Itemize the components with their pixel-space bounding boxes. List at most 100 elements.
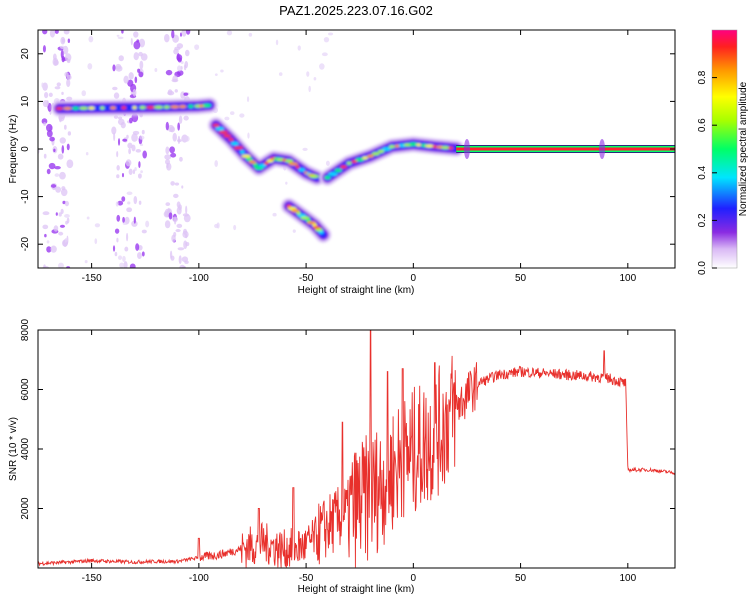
noise-speck — [62, 200, 66, 205]
noise-speck — [169, 146, 175, 154]
noise-speck — [131, 133, 138, 142]
noise-speck — [214, 160, 218, 167]
noise-speck — [226, 30, 233, 36]
ridge-hotspot — [355, 158, 364, 162]
noise-speck — [239, 113, 245, 118]
noise-speck — [116, 174, 120, 179]
noise-speck — [184, 135, 190, 142]
noise-speck — [139, 135, 145, 140]
ridge-hotspot — [309, 174, 320, 178]
noise-speck — [167, 124, 175, 132]
ridge-hotspot — [408, 142, 418, 146]
noise-speck — [116, 214, 121, 222]
noise-speck — [165, 202, 171, 207]
spectrogram-y-label: Frequency (Hz) — [8, 115, 19, 184]
noise-speck — [220, 69, 224, 73]
noise-speck — [313, 76, 317, 81]
noise-speck — [126, 232, 129, 242]
ridge-hotspot — [215, 127, 225, 131]
noise-speck — [135, 243, 140, 251]
ridge-hotspot — [298, 168, 306, 172]
x-tick-label: -150 — [82, 273, 102, 284]
noise-speck — [176, 54, 183, 62]
colorbar-ticks: 0.0 0.2 0.4 0.6 0.8 — [697, 70, 717, 275]
noise-speck — [124, 246, 129, 252]
ridge-hotspot — [253, 163, 259, 167]
x-tick-label: -50 — [299, 573, 314, 584]
noise-speck — [53, 148, 56, 153]
noise-speck — [165, 146, 170, 155]
noise-speck — [117, 200, 124, 206]
ridge-hotspot — [99, 106, 105, 110]
noise-speck — [172, 75, 178, 82]
noise-speck — [129, 263, 136, 268]
noise-speck — [176, 201, 181, 208]
noise-speck — [133, 195, 138, 205]
x-tick-label: 100 — [619, 573, 636, 584]
noise-speck — [117, 116, 123, 120]
noise-speck — [164, 33, 170, 43]
noise-speck — [115, 65, 123, 72]
noise-speck — [127, 201, 131, 205]
noise-speck — [122, 255, 126, 262]
noise-speck — [178, 255, 182, 265]
noise-speck — [42, 211, 50, 216]
colorbar-tick-label: 0.8 — [697, 70, 708, 84]
noise-speck — [128, 168, 133, 175]
noise-speck — [43, 153, 47, 159]
ridge-hotspot — [328, 172, 338, 176]
noise-speck — [138, 71, 144, 78]
ridge-hotspot — [88, 106, 95, 110]
ridge-hotspot — [340, 165, 348, 169]
ridge-hotspot — [55, 106, 63, 111]
ridge-hotspot — [377, 149, 385, 153]
noise-speck — [139, 143, 144, 147]
noise-speck — [319, 63, 325, 70]
chart-title: PAZ1.2025.223.07.16.G02 — [279, 3, 433, 18]
noise-speck — [128, 148, 132, 155]
y-tick-label: -20 — [20, 237, 31, 252]
noise-speck — [122, 222, 128, 225]
noise-speck — [177, 135, 181, 145]
noise-speck — [54, 86, 61, 90]
noise-speck — [178, 115, 183, 124]
noise-speck — [55, 186, 62, 193]
noise-speck — [278, 72, 283, 76]
ridge-hotspot — [284, 159, 294, 163]
noise-speck — [126, 207, 133, 213]
noise-speck — [114, 251, 118, 257]
spectrogram-y-ticks: -20 -10 0 10 20 — [20, 48, 675, 252]
noise-speck — [118, 55, 124, 62]
frequency-ridges — [51, 97, 465, 243]
noise-speck — [138, 38, 146, 48]
noise-speck — [60, 49, 64, 59]
noise-speck — [67, 131, 72, 136]
noise-speck — [65, 220, 68, 225]
noise-speck — [84, 260, 88, 264]
noise-speck — [113, 132, 116, 142]
ridge-hotspot — [121, 106, 127, 110]
ridge-hotspot — [297, 214, 307, 218]
noise-speck — [170, 181, 175, 186]
noise-speck — [128, 72, 134, 80]
noise-speck — [56, 82, 61, 87]
ridge-hotspot — [288, 162, 299, 166]
ridge-hotspot — [346, 161, 352, 165]
noise-speck — [48, 162, 56, 170]
ridge-hotspot — [240, 150, 245, 154]
noise-speck — [44, 91, 49, 99]
ridge-hotspot — [351, 159, 358, 164]
noise-speck — [52, 57, 59, 67]
x-tick-label: 0 — [411, 273, 417, 284]
noise-speck — [183, 115, 189, 121]
noise-speck — [58, 212, 62, 217]
ridge-hotspot — [179, 105, 187, 109]
noise-speck — [292, 229, 296, 233]
noise-speck — [177, 122, 180, 131]
ridge-hotspot — [230, 142, 239, 146]
x-tick-label: -100 — [189, 273, 209, 284]
ridge-hotspot — [72, 106, 79, 110]
noise-speck — [54, 173, 60, 177]
noise-speck — [137, 68, 141, 73]
y-tick-label: 4000 — [20, 437, 31, 460]
